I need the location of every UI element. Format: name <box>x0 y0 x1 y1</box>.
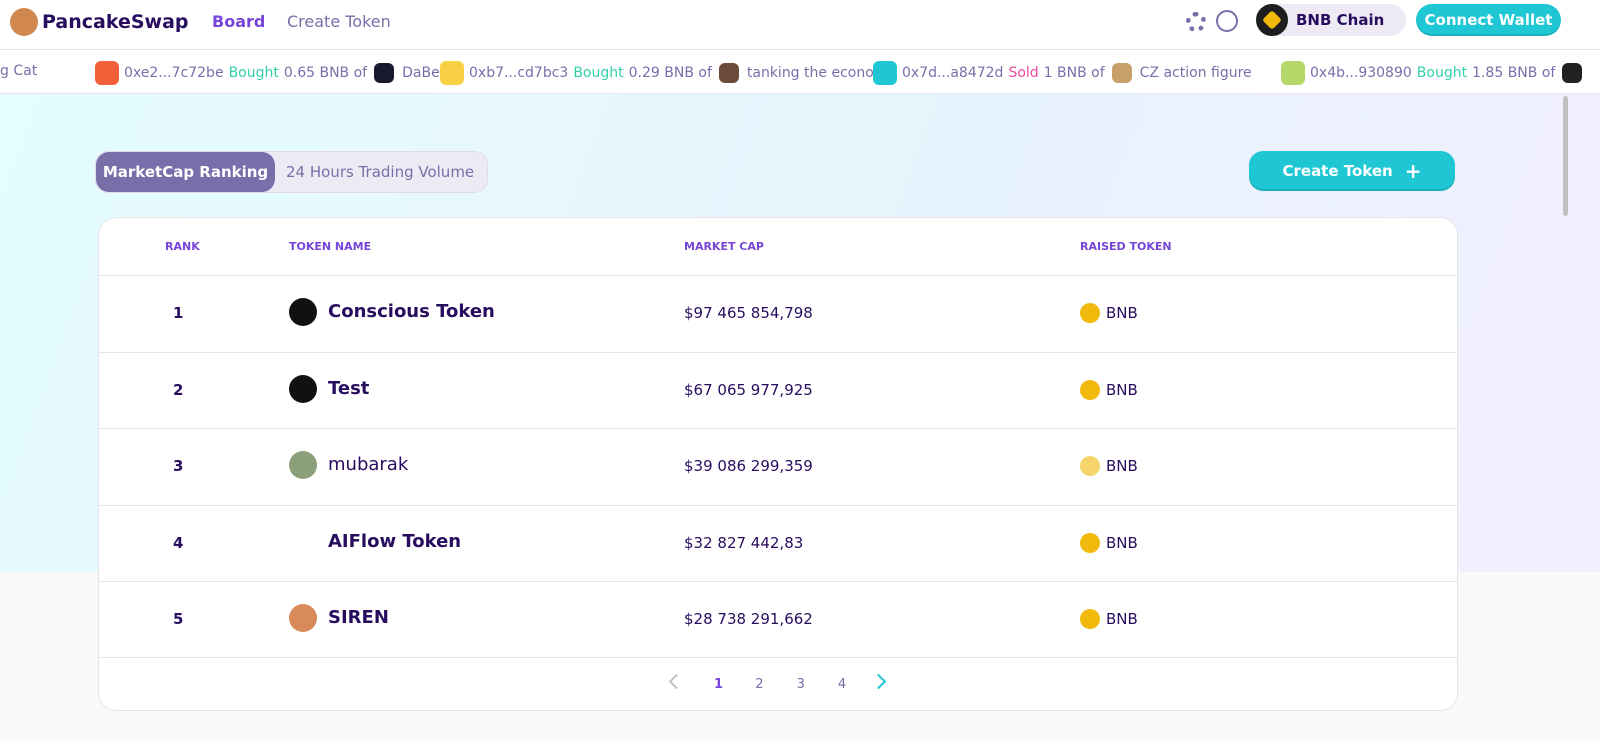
market-cap: $97 465 854,798 <box>684 304 813 322</box>
amount: 1.85 BNB of <box>1472 65 1556 81</box>
column-header: RANK <box>165 240 200 253</box>
nav-create-token[interactable]: Create Token <box>287 12 391 31</box>
table-row[interactable]: 4 AIFlow Token $32 827 442,83 BNB <box>99 504 1457 582</box>
page-number[interactable]: 3 <box>796 677 805 692</box>
table-row[interactable]: 5 SIREN $28 738 291,662 BNB <box>99 581 1457 658</box>
brand[interactable]: PancakeSwap <box>42 11 189 33</box>
raised-token: BNB <box>1106 304 1138 322</box>
ticker-item[interactable]: 0x4b...930890 Bought 1.85 BNB of <box>1281 61 1583 85</box>
create-token-button[interactable]: Create Token + <box>1249 151 1455 191</box>
user-avatar <box>95 61 119 85</box>
raised-token: BNB <box>1106 380 1138 399</box>
language-icon[interactable] <box>1216 10 1238 32</box>
chain-name: BNB Chain <box>1296 11 1385 29</box>
rank: 3 <box>173 457 184 475</box>
column-header: MARKET CAP <box>684 240 764 253</box>
token-avatar <box>374 63 395 83</box>
ticker-fragment: g Cat <box>0 63 38 79</box>
address: 0x4b...930890 <box>1310 65 1412 81</box>
market-cap: $32 827 442,83 <box>684 533 804 552</box>
token-avatar <box>1562 63 1583 83</box>
ticker-item[interactable]: 0xb7...cd7bc3 Bought 0.29 BNB of tanking th… <box>440 61 896 85</box>
trade-action: Bought <box>1416 65 1468 81</box>
connect-wallet[interactable]: Connect Wallet <box>1416 4 1561 36</box>
address: 0xe2...7c72be <box>124 65 224 81</box>
token-name: Conscious Token <box>328 301 495 322</box>
rank: 1 <box>173 304 184 322</box>
user-avatar <box>1281 61 1305 85</box>
scrollbar <box>1563 96 1568 216</box>
token-avatar <box>1111 63 1132 83</box>
trade-action: Bought <box>228 65 279 81</box>
rank: 4 <box>173 533 184 552</box>
token-name: CZ action figure <box>1139 65 1252 81</box>
trade-action: Sold <box>1008 65 1039 81</box>
bnb-icon <box>1080 456 1100 476</box>
column-header: RAISED TOKEN <box>1080 240 1172 253</box>
bnb-icon <box>1080 379 1100 400</box>
amount: 0.65 BNB of <box>283 65 368 81</box>
token-name: Test <box>328 377 370 399</box>
table-row[interactable]: 1 Conscious Token $97 465 854,798 BNB <box>99 275 1457 352</box>
address: 0x7d...a8472d <box>902 65 1004 81</box>
token-name: AIFlow Token <box>328 530 462 552</box>
token-icon <box>289 374 317 403</box>
token-name: mubarak <box>328 454 409 475</box>
prev-page[interactable] <box>668 673 685 690</box>
user-avatar <box>873 61 897 85</box>
token-icon <box>289 527 317 556</box>
market-cap: $67 065 977,925 <box>684 380 813 399</box>
ticker-item[interactable]: 0xe2...7c72be Bought 0.65 BNB of DaBe <box>95 61 440 85</box>
tab-group: MarketCap Ranking 24 Hours Trading Volum… <box>95 151 488 193</box>
bnb-icon <box>1080 303 1100 323</box>
pagination: 1 2 3 4 <box>99 657 1457 710</box>
button-label: Create Token <box>1282 162 1393 180</box>
market-cap: $28 738 291,662 <box>684 610 813 628</box>
next-page[interactable] <box>870 673 887 690</box>
bnb-icon <box>1080 532 1100 553</box>
trade-ticker: g Cat 0xe2...7c72be Bought 0.65 BNB of DaBe… <box>0 50 1600 94</box>
page-number[interactable]: 4 <box>837 677 847 692</box>
ranking-table: RANK TOKEN NAME MARKET CAP RAISED TOKEN 1 Con… <box>98 217 1458 711</box>
token-icon <box>289 604 317 632</box>
amount: 1 BNB of <box>1043 65 1105 81</box>
logo[interactable] <box>10 8 38 36</box>
token-avatar <box>718 63 739 83</box>
token-icon <box>289 451 317 479</box>
plus-icon: + <box>1404 159 1422 183</box>
tab-active[interactable]: MarketCap Ranking <box>96 152 275 192</box>
token-name: SIREN <box>328 607 389 628</box>
trade-action: Bought <box>573 65 624 81</box>
rank: 5 <box>173 610 184 628</box>
settings-icon[interactable] <box>1186 12 1206 32</box>
page-number[interactable]: 1 <box>714 677 724 692</box>
address: 0xb7...cd7bc3 <box>469 65 569 81</box>
column-header: TOKEN NAME <box>289 240 372 253</box>
ticker-item[interactable]: 0x7d...a8472d Sold 1 BNB of CZ action figur… <box>873 61 1252 85</box>
chain-selector[interactable]: BNB Chain <box>1256 4 1406 36</box>
raised-token: BNB <box>1106 610 1138 628</box>
token-icon <box>289 298 317 326</box>
header: PancakeSwap Board Create Token BNB Chain… <box>0 0 1600 50</box>
tab[interactable]: 24 Hours Trading Volume <box>286 163 475 181</box>
user-avatar <box>440 61 464 85</box>
bnb-icon <box>1080 609 1100 629</box>
amount: 0.29 BNB of <box>628 65 712 81</box>
market-cap: $39 086 299,359 <box>684 457 813 475</box>
rank: 2 <box>173 380 184 399</box>
nav-board[interactable]: Board <box>212 12 266 31</box>
table-row[interactable]: 2 Test $67 065 977,925 BNB <box>99 351 1457 429</box>
token-name: DaBe <box>402 65 440 81</box>
raised-token: BNB <box>1106 457 1138 475</box>
token-name: tanking the economy <box>746 65 896 81</box>
page-number[interactable]: 2 <box>755 677 764 692</box>
table-row[interactable]: 3 mubarak $39 086 299,359 BNB <box>99 428 1457 505</box>
raised-token: BNB <box>1106 533 1138 552</box>
